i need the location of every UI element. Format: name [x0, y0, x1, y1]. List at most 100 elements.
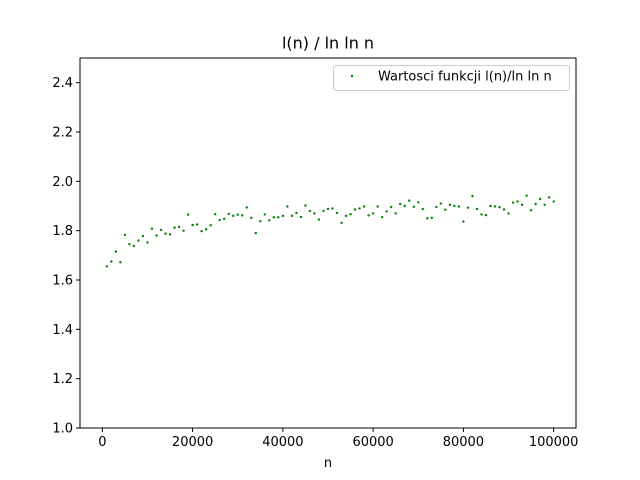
- y-tick-label: 1.6: [52, 274, 73, 289]
- chart-title: l(n) / ln ln n: [282, 34, 374, 53]
- data-point: [344, 214, 348, 218]
- y-tick-label: 1.8: [52, 224, 73, 239]
- y-tick-label: 1.0: [52, 422, 73, 437]
- data-point: [520, 203, 524, 206]
- data-point: [150, 227, 154, 230]
- data-point: [155, 234, 158, 237]
- data-point: [308, 209, 312, 213]
- data-point: [471, 194, 474, 198]
- data-point: [177, 225, 181, 229]
- data-point: [529, 208, 533, 212]
- data-point: [421, 207, 424, 211]
- data-point: [444, 208, 447, 211]
- data-point: [186, 213, 190, 216]
- data-point: [547, 196, 551, 199]
- x-tick-label: 80000: [443, 435, 484, 450]
- legend-marker: [350, 74, 354, 78]
- data-point: [326, 207, 330, 211]
- data-point: [399, 202, 402, 206]
- data-point: [380, 215, 384, 219]
- data-point: [335, 211, 339, 215]
- data-point: [430, 216, 433, 220]
- data-point: [299, 215, 303, 219]
- data-point: [286, 205, 289, 208]
- data-point: [340, 221, 343, 224]
- data-point: [322, 209, 325, 213]
- data-point: [213, 212, 217, 216]
- x-tick-label: 40000: [262, 435, 303, 450]
- data-point: [394, 212, 397, 215]
- x-axis-ticks: 0 20000 40000 60000 80000 100000: [98, 428, 578, 450]
- data-point: [254, 231, 257, 235]
- data-point: [200, 229, 203, 233]
- y-axis-ticks: 1.0 1.2 1.4 1.6 1.8 2.0 2.2 2.4: [52, 76, 80, 437]
- data-point: [349, 212, 352, 216]
- data-point: [245, 206, 248, 209]
- data-point: [538, 197, 542, 201]
- data-point: [110, 260, 113, 263]
- y-tick-label: 2.2: [52, 126, 73, 141]
- data-point: [263, 213, 267, 216]
- data-point: [182, 229, 185, 232]
- data-point: [403, 204, 406, 208]
- data-point: [123, 233, 127, 237]
- data-points: [105, 194, 555, 268]
- data-point: [159, 228, 163, 232]
- legend-label: Wartosci funkcji l(n)/ln ln n: [378, 70, 552, 85]
- legend-box: [333, 65, 570, 91]
- data-point: [272, 216, 276, 219]
- x-tick-label: 0: [98, 435, 106, 450]
- data-point: [119, 261, 122, 264]
- data-point: [114, 250, 118, 253]
- y-tick-label: 1.4: [52, 323, 73, 338]
- data-point: [250, 216, 253, 220]
- data-point: [358, 207, 361, 210]
- data-point: [534, 202, 537, 206]
- data-point: [268, 219, 271, 222]
- y-tick-label: 2.4: [52, 76, 73, 91]
- data-point: [132, 244, 136, 248]
- data-point: [489, 204, 492, 208]
- legend: Wartosci funkcji l(n)/ln ln n: [333, 65, 570, 91]
- data-point: [362, 205, 366, 208]
- data-point: [313, 212, 316, 215]
- plot-area-frame: [79, 57, 577, 429]
- data-point: [511, 201, 515, 204]
- data-point: [480, 213, 483, 216]
- y-tick-label: 2.0: [52, 175, 73, 190]
- data-point: [141, 234, 145, 238]
- data-point: [295, 211, 298, 215]
- data-point: [498, 206, 501, 209]
- data-point: [426, 217, 429, 220]
- data-point: [227, 212, 230, 216]
- data-point: [168, 233, 172, 236]
- data-point: [367, 214, 370, 217]
- x-tick-label: 20000: [172, 435, 213, 450]
- data-point: [507, 212, 510, 215]
- x-axis-label: n: [324, 456, 332, 471]
- data-point: [552, 200, 555, 203]
- data-point: [191, 223, 194, 227]
- data-point: [448, 203, 452, 206]
- data-point: [408, 199, 411, 202]
- data-point: [525, 194, 528, 197]
- y-tick-label: 1.2: [52, 372, 73, 387]
- data-point: [412, 205, 415, 208]
- data-point: [475, 207, 479, 211]
- data-point: [204, 227, 208, 231]
- data-point: [439, 202, 443, 205]
- data-point: [371, 212, 375, 215]
- x-tick-label: 60000: [352, 435, 393, 450]
- data-point: [137, 239, 140, 242]
- data-point: [218, 218, 221, 222]
- data-point: [236, 213, 239, 216]
- data-point: [164, 232, 167, 235]
- data-point: [195, 223, 199, 226]
- data-point: [466, 206, 470, 209]
- data-point: [516, 200, 519, 203]
- data-point: [241, 214, 244, 217]
- data-point: [146, 241, 149, 244]
- data-point: [290, 214, 294, 218]
- data-point: [462, 220, 465, 223]
